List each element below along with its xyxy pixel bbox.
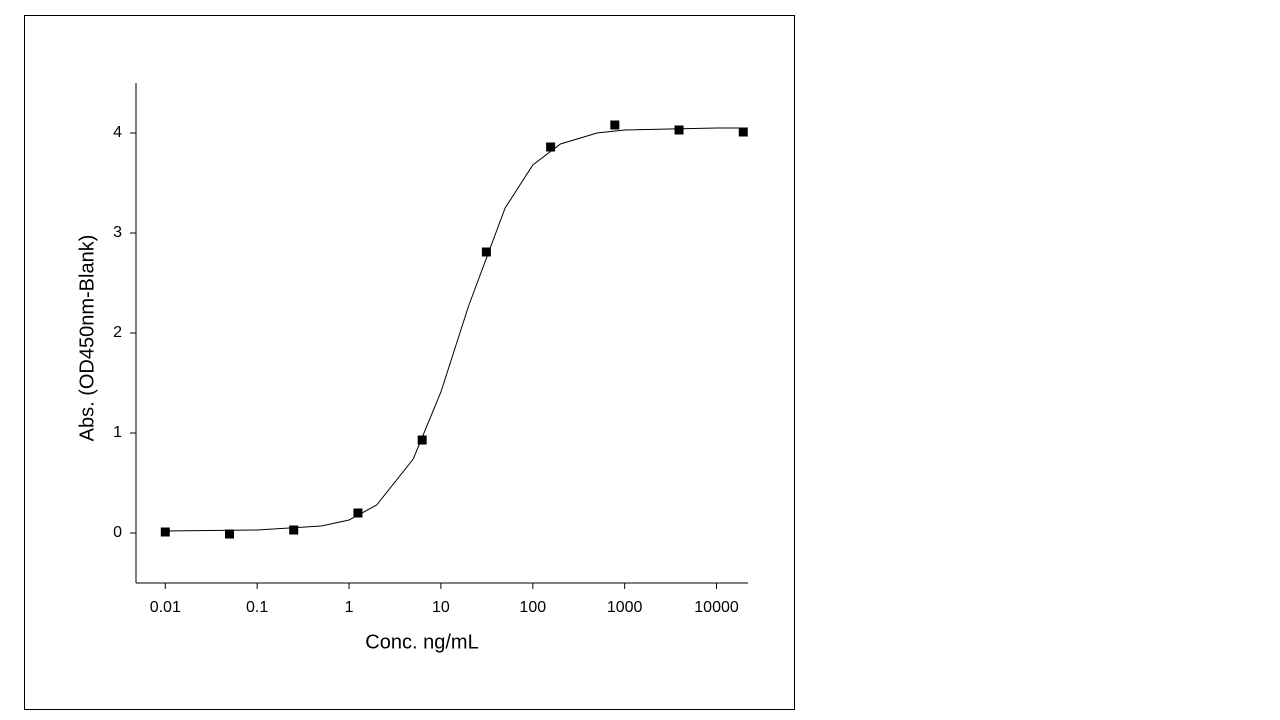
x-axis-label: Conc. ng/mL	[365, 631, 478, 653]
data-point	[738, 127, 748, 137]
data-point	[225, 529, 235, 539]
data-point	[481, 247, 491, 257]
data-point	[674, 125, 684, 135]
y-tick-label: 4	[113, 124, 122, 141]
data-point	[546, 142, 556, 152]
x-tick-label: 0.1	[246, 599, 268, 616]
data-point	[160, 527, 170, 537]
x-tick-label: 10000	[694, 599, 739, 616]
fit-line	[165, 127, 745, 532]
y-tick-label: 3	[113, 224, 122, 241]
y-tick-label: 1	[113, 424, 122, 441]
data-point	[353, 508, 363, 518]
data-point	[610, 120, 620, 130]
chart-frame	[24, 15, 795, 710]
x-tick-label: 10	[432, 599, 450, 616]
data-point	[289, 525, 299, 535]
x-tick-label: 1	[345, 599, 354, 616]
y-tick-label: 2	[113, 324, 122, 341]
x-tick-label: 1000	[607, 599, 643, 616]
data-point	[417, 435, 427, 445]
x-tick-label: 0.01	[150, 599, 181, 616]
y-tick-label: 0	[113, 524, 122, 541]
y-axis-label: Abs. (OD450nm-Blank)	[76, 235, 98, 442]
x-tick-label: 100	[519, 599, 546, 616]
